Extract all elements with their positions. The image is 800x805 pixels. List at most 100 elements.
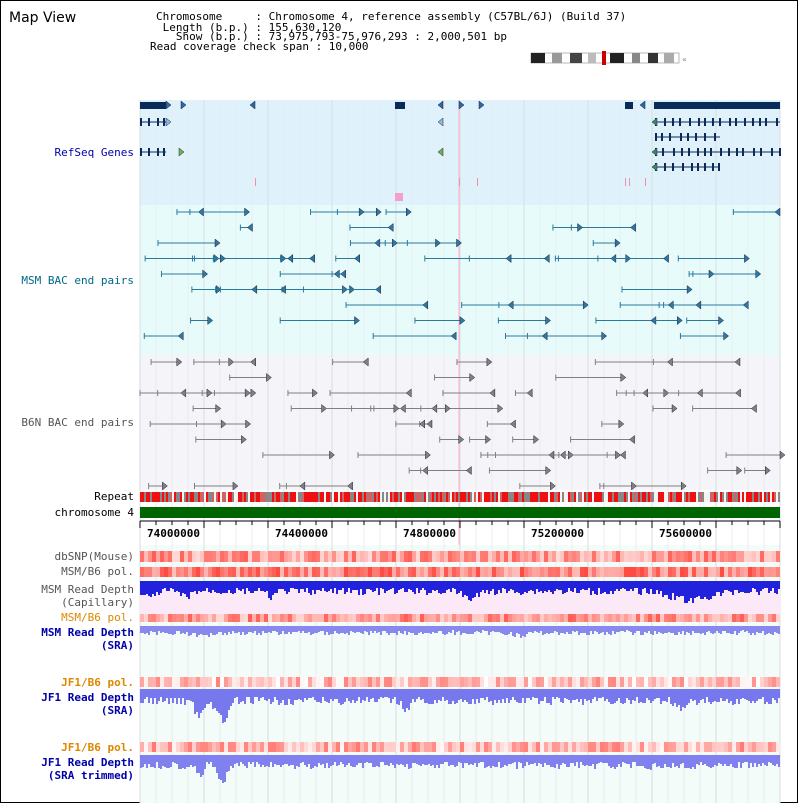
depth-bar — [440, 581, 442, 594]
depth-bar — [644, 626, 646, 632]
track-label-msm-depth-sra[interactable]: MSM Read Depth — [41, 626, 134, 639]
gene-strand-arrow — [249, 100, 256, 110]
repeat-segment — [256, 492, 258, 502]
repeat-segment — [240, 492, 242, 502]
depth-bar — [394, 626, 396, 633]
heat-cell — [308, 677, 312, 687]
exon — [681, 148, 683, 156]
heat-cell — [416, 567, 420, 577]
heat-cell — [560, 677, 564, 687]
heat-cell — [676, 612, 680, 622]
track-label-msm-depth-capillary[interactable]: MSM Read Depth — [41, 583, 134, 596]
depth-bar — [404, 581, 406, 592]
depth-bar — [194, 626, 196, 633]
track-label-jf1-depth-trimmed[interactable]: JF1 Read Depth — [41, 756, 134, 769]
depth-bar — [494, 626, 496, 632]
depth-bar — [314, 626, 316, 633]
chromosome-ideogram[interactable]: « — [530, 51, 687, 65]
depth-bar — [752, 626, 754, 633]
depth-bar — [594, 689, 596, 697]
depth-bar — [260, 581, 262, 591]
depth-bar — [156, 626, 158, 635]
depth-bar — [584, 689, 586, 699]
track-label-msm-b6-pol-2[interactable]: MSM/B6 pol. — [61, 611, 134, 624]
depth-bar — [504, 581, 506, 589]
track-label-jf1-depth-sra[interactable]: JF1 Read Depth — [41, 691, 134, 704]
depth-bar — [416, 689, 418, 699]
track-label-jf1-b6-pol-2[interactable]: JF1/B6 pol. — [61, 741, 134, 754]
exon — [704, 118, 706, 126]
repeat-segment — [388, 492, 390, 502]
depth-bar — [396, 581, 398, 593]
repeat-segment — [378, 492, 380, 502]
track-label-refseq[interactable]: RefSeq Genes — [54, 146, 134, 159]
heat-cell — [184, 551, 188, 562]
depth-bar — [200, 755, 202, 777]
track-label-jf1-b6-pol[interactable]: JF1/B6 pol. — [61, 676, 134, 689]
depth-bar — [282, 626, 284, 631]
heat-cell — [188, 567, 192, 577]
heat-cell — [200, 551, 204, 562]
depth-bar — [186, 689, 188, 700]
depth-bar — [216, 626, 218, 634]
track-label-b6n-bac[interactable]: B6N BAC end pairs — [21, 416, 134, 429]
heat-cell — [208, 551, 212, 562]
track-label-jf1-depth-sra-sub: (SRA) — [100, 704, 134, 717]
depth-bar — [222, 581, 224, 593]
depth-bar — [596, 689, 598, 701]
depth-bar — [608, 689, 610, 702]
heat-cell — [676, 677, 680, 687]
depth-bar — [368, 755, 370, 763]
track-label-msm-bac[interactable]: MSM BAC end pairs — [21, 274, 134, 287]
heat-cell — [320, 551, 324, 562]
depth-bar — [232, 755, 234, 768]
track-label-repeat[interactable]: Repeat — [94, 490, 134, 503]
depth-bar — [350, 581, 352, 593]
heat-cell — [332, 567, 336, 577]
heat-cell — [412, 742, 416, 752]
depth-bar — [382, 689, 384, 698]
heat-cell — [228, 612, 232, 622]
depth-bar — [618, 755, 620, 764]
bac-pair-end — [214, 238, 221, 248]
track-label-msm-b6-pol[interactable]: MSM/B6 pol. — [61, 565, 134, 578]
depth-bar — [200, 689, 202, 713]
depth-bar — [216, 581, 218, 593]
depth-bar — [604, 626, 606, 635]
repeat-segment — [366, 492, 368, 502]
depth-bar — [582, 626, 584, 633]
heat-cell — [764, 677, 768, 687]
refseq-gene-models[interactable] — [140, 100, 781, 201]
repeat-segment — [530, 492, 532, 502]
depth-bar — [630, 689, 632, 704]
depth-bar — [428, 689, 430, 704]
msm-bac-end-pairs[interactable] — [143, 207, 781, 341]
depth-bar — [690, 581, 692, 598]
repeat-segment — [564, 492, 566, 502]
heat-cell — [600, 742, 604, 752]
depth-bar — [230, 581, 232, 593]
repeat-segment — [778, 492, 780, 502]
track-label-dbsnp[interactable]: dbSNP(Mouse) — [54, 550, 134, 563]
heat-cell — [192, 567, 196, 577]
depth-bar — [146, 581, 148, 594]
repeat-segment — [502, 492, 504, 502]
depth-bar — [434, 626, 436, 633]
b6n-bac-end-pairs[interactable] — [139, 357, 786, 491]
depth-bar — [716, 755, 718, 766]
depth-bar — [638, 689, 640, 703]
heat-cell — [756, 677, 760, 687]
depth-bar — [756, 626, 758, 632]
depth-bar — [564, 581, 566, 593]
repeat-segment — [268, 492, 270, 502]
repeat-segment — [536, 492, 538, 502]
heat-cell — [164, 612, 168, 622]
depth-bar — [480, 755, 482, 762]
depth-bar — [580, 689, 582, 699]
depth-bar — [194, 581, 196, 591]
exon — [753, 148, 755, 156]
heat-cell — [524, 742, 528, 752]
heat-cell — [580, 567, 584, 577]
heat-cell — [432, 742, 436, 752]
